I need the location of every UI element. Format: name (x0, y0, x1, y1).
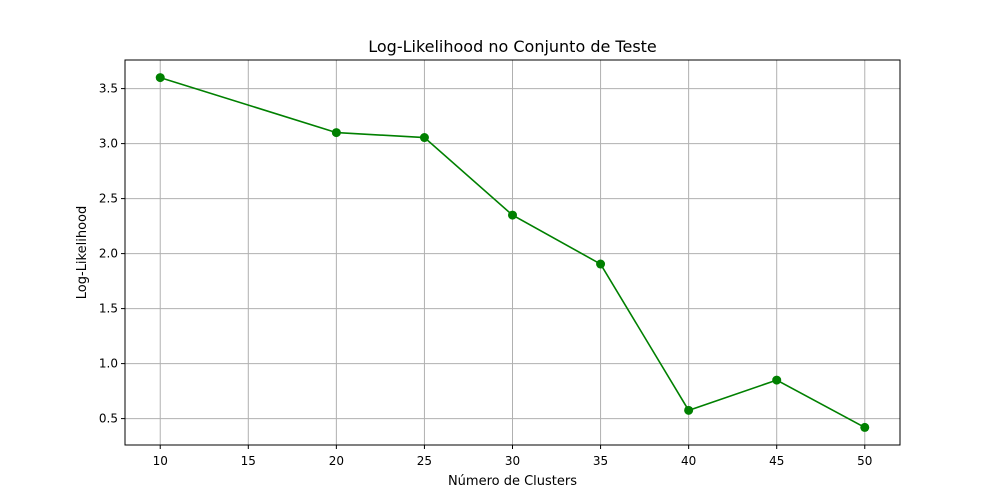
x-tick-label: 20 (329, 454, 344, 468)
data-point (596, 259, 606, 269)
y-tick-label: 3.0 (99, 137, 118, 151)
data-point (860, 422, 870, 432)
y-tick-label: 3.5 (99, 82, 118, 96)
data-point (684, 405, 694, 415)
x-tick-label: 30 (505, 454, 520, 468)
x-axis-label: Número de Clusters (448, 474, 577, 489)
plot-frame (124, 59, 901, 446)
y-axis-label: Log-Likelihood (75, 206, 90, 299)
plot-area (155, 73, 870, 432)
x-tick-label: 40 (681, 454, 696, 468)
x-tick-label: 15 (241, 454, 256, 468)
grid (125, 60, 900, 445)
y-tick-label: 0.5 (99, 412, 118, 426)
y-tick-label: 1.5 (99, 302, 118, 316)
x-tick-label: 45 (769, 454, 784, 468)
axis-ticks: 10 15 20 25 30 35 40 45 50 0.5 1.0 1.5 2.0 2.5 3.0 3.5 (99, 82, 873, 468)
x-tick-label: 25 (417, 454, 432, 468)
x-tick-label: 35 (593, 454, 608, 468)
y-tick-label: 2.0 (99, 247, 118, 261)
data-point (155, 73, 165, 83)
x-tick-label: 50 (857, 454, 872, 468)
data-point (419, 133, 429, 143)
data-point (331, 128, 341, 138)
data-point (772, 375, 782, 385)
y-tick-label: 1.0 (99, 357, 118, 371)
x-tick-label: 10 (153, 454, 168, 468)
chart-title: Log-Likelihood no Conjunto de Teste (368, 37, 657, 56)
data-point (508, 210, 517, 220)
y-tick-label: 2.5 (99, 192, 118, 206)
series-line (159, 76, 866, 429)
